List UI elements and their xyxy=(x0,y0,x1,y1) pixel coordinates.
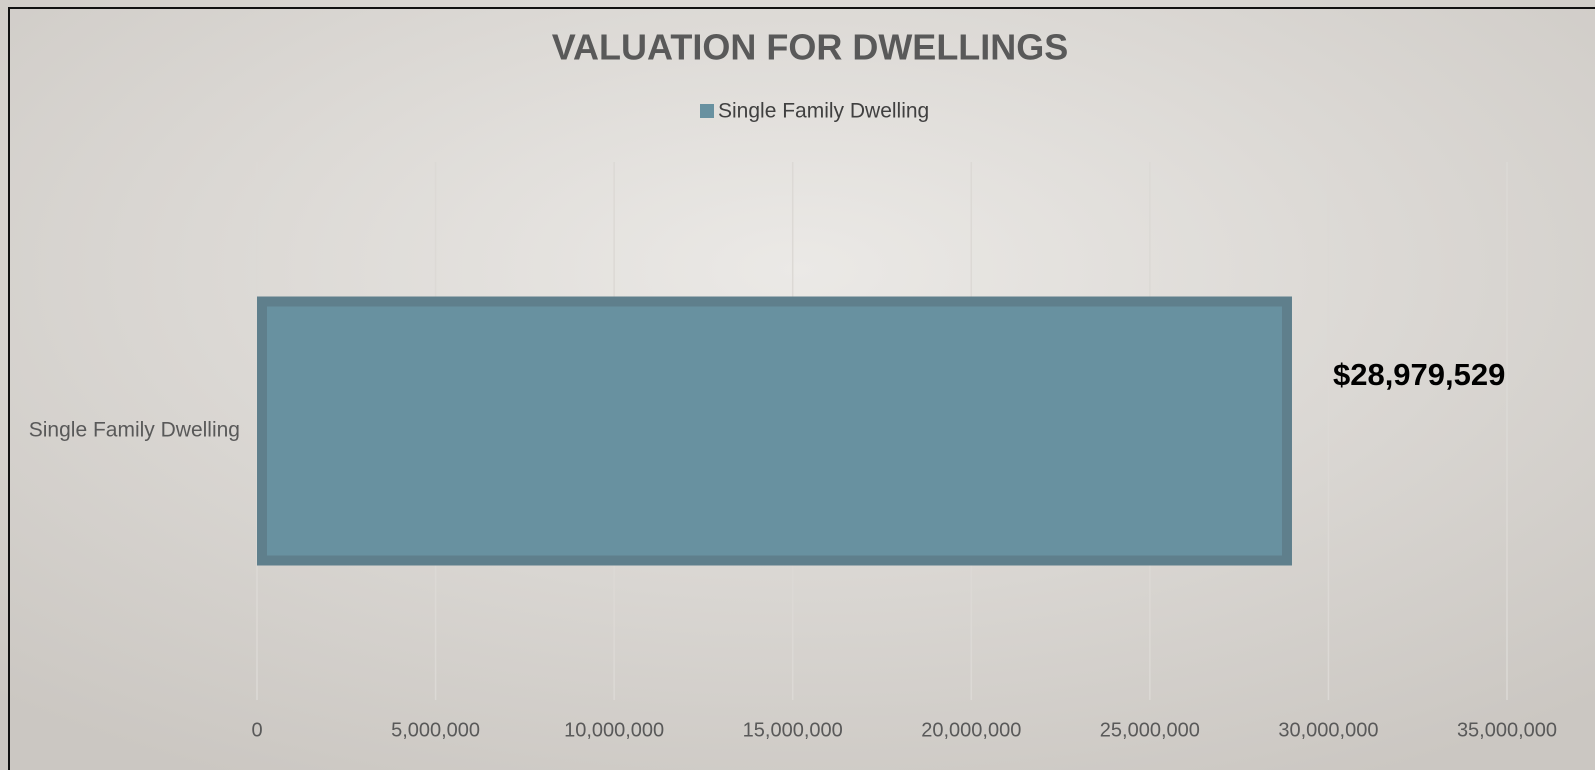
y-tick-label: Single Family Dwelling xyxy=(29,419,240,442)
frame xyxy=(8,7,1595,770)
legend-swatch xyxy=(700,104,714,118)
x-tick-label: 5,000,000 xyxy=(391,719,480,741)
x-tick-label: 10,000,000 xyxy=(564,719,664,741)
x-tick-label: 0 xyxy=(251,719,262,741)
x-tick-label: 30,000,000 xyxy=(1278,719,1378,741)
x-tick-label: 35,000,000 xyxy=(1457,719,1557,741)
chart-title: VALUATION FOR DWELLINGS xyxy=(552,27,1069,68)
legend-label: Single Family Dwelling xyxy=(718,100,929,123)
x-tick-label: 25,000,000 xyxy=(1100,719,1200,741)
x-tick-label: 20,000,000 xyxy=(921,719,1021,741)
data-label: $28,979,529 xyxy=(1333,357,1505,392)
x-tick-label: 15,000,000 xyxy=(743,719,843,741)
bar xyxy=(257,296,1292,566)
